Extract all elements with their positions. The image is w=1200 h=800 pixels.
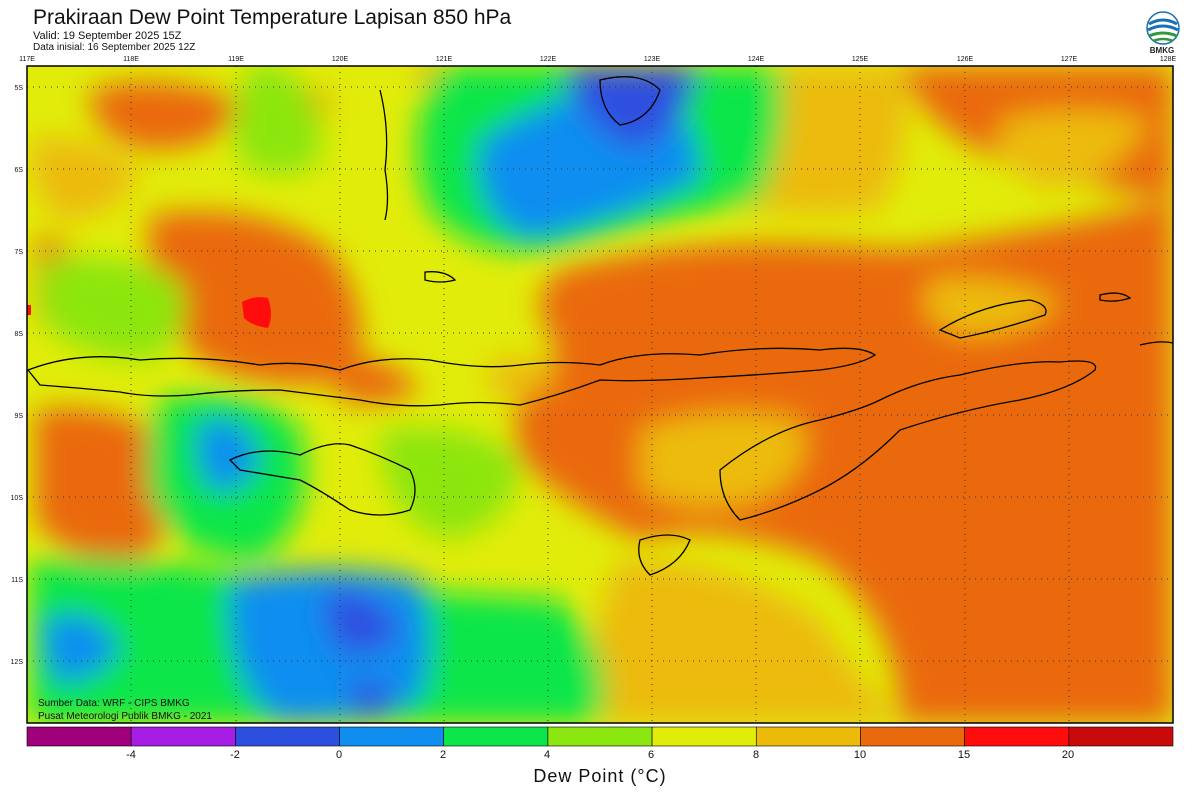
colorbar-tick: 10 [853,749,867,761]
lon-label: 123E [644,56,661,63]
coastlines [27,76,1173,576]
lon-label: 118E [123,56,139,63]
lon-label: 124E [748,56,765,63]
lat-label: 8S [14,331,23,338]
lat-label: 9S [14,413,23,420]
colorbar-tick: 6 [647,749,655,761]
colorbar-segment [26,726,132,747]
map-frame [26,65,1174,724]
lon-label: 125E [852,56,869,63]
lat-label: 7S [14,249,23,256]
colorbar-tick: 2 [439,749,447,761]
colorbar-segment [1068,726,1174,747]
colorbar-segment [235,726,340,747]
lon-label: 121E [436,56,453,63]
bmkg-logo-icon [1146,11,1180,45]
credits-publisher: Pusat Meteorologi Publik BMKG - 2021 [38,711,212,722]
colorbar-segment [443,726,549,747]
colorbar [26,726,1174,747]
colorbar-segment [860,726,965,747]
colorbar-segment [547,726,653,747]
colorbar-tick: -2 [230,749,240,761]
colorbar-label: Dew Point (°C) [533,766,667,786]
colorbar-tick: 0 [335,749,343,761]
lon-label: 120E [332,56,349,63]
valid-time: Valid: 19 September 2025 15Z [33,30,182,42]
colorbar-segment [964,726,1070,747]
lon-label: 122E [540,56,557,63]
credits: Sumber Data: WRF - CIPS BMKG Pusat Meteo… [38,697,212,723]
lat-label: 12S [11,659,24,666]
colorbar-segment [130,726,236,747]
dew-point-field [27,66,1173,723]
lat-label: 10S [11,495,24,502]
lon-label: 127E [1061,56,1078,63]
lat-label: 6S [14,167,23,174]
colorbar-tick: -4 [126,749,136,761]
colorbar-segment [755,726,861,747]
colorbar-tick: 8 [752,749,760,761]
lon-labels: 117E 118E 119E 120E 121E 122E 123E 124E … [19,56,1176,63]
colorbar-segment [339,726,445,747]
lon-label: 128E [1160,56,1177,63]
page-title: Prakiraan Dew Point Temperature Lapisan … [33,6,512,29]
lat-labels: 5S 6S 7S 8S 9S 10S 11S 12S [11,85,24,666]
lon-label: 117E [19,56,35,63]
credits-source: Sumber Data: WRF - CIPS BMKG [38,698,190,709]
colorbar-tick: 15 [957,749,971,761]
colorbar-tick: 4 [543,749,551,761]
lat-label: 5S [14,85,23,92]
lon-label: 119E [228,56,244,63]
lon-label: 126E [957,56,974,63]
initial-data-time: Data inisial: 16 September 2025 12Z [33,42,196,53]
colorbar-tick: 20 [1061,749,1075,761]
lat-label: 11S [11,577,23,584]
colorbar-segment [651,726,757,747]
logo-text: BMKG [1149,46,1175,55]
